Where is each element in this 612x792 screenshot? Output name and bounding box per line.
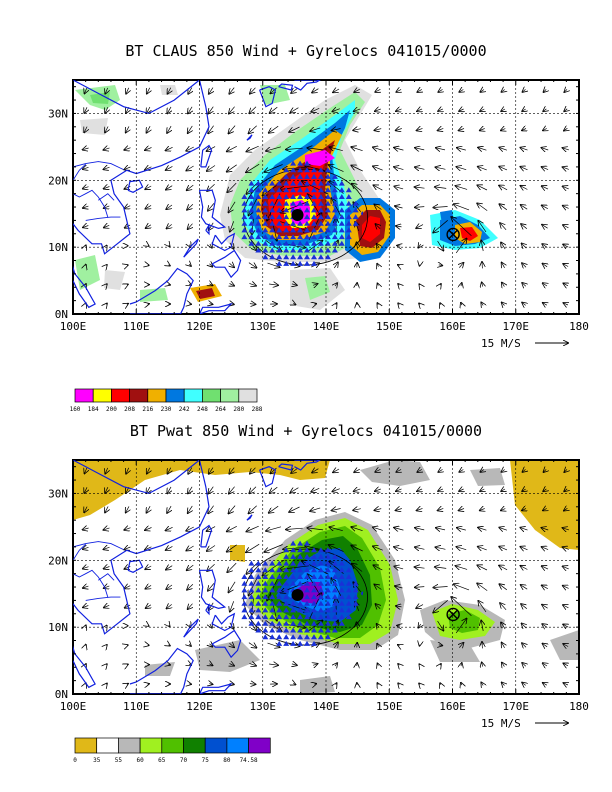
ref-vector-label: 15 M/S xyxy=(481,337,521,350)
colorbar-label: 264 xyxy=(215,406,226,413)
lat-label: 20N xyxy=(48,174,68,187)
colorbar-label: 208 xyxy=(124,406,135,413)
colorbar-label: 248 xyxy=(197,406,208,413)
gyre-markers xyxy=(241,160,359,646)
colorbar-label: 74.58 xyxy=(240,757,258,764)
colorbar-swatch xyxy=(183,388,203,403)
lon-label: 130E xyxy=(250,320,277,333)
colorbar-label: 60 xyxy=(136,757,144,764)
lon-label: 110E xyxy=(123,320,150,333)
lat-label: 20N xyxy=(48,554,68,567)
colorbar-label: 35 xyxy=(93,757,101,764)
colorbar-label: 184 xyxy=(88,406,99,413)
colorbar-swatch xyxy=(92,388,112,403)
lat-label: 30N xyxy=(48,107,68,120)
colorbar-swatch xyxy=(111,388,130,403)
lat-label: 10N xyxy=(48,241,68,254)
lon-label: 100E xyxy=(60,700,87,713)
colorbar-label: 80 xyxy=(223,757,231,764)
panel2-colorbar: 0 35 55 60 65 70 75 80 74.58 xyxy=(73,737,271,764)
lon-label: 160E xyxy=(439,320,466,333)
lon-label: 120E xyxy=(186,320,213,333)
colorbar-swatch xyxy=(183,737,206,754)
lon-label: 160E xyxy=(439,700,466,713)
lon-label: 150E xyxy=(376,320,403,333)
colorbar-label: 242 xyxy=(179,406,190,413)
colorbar-label: 65 xyxy=(158,757,166,764)
colorbar-swatch xyxy=(147,388,167,403)
colorbar-swatch xyxy=(220,388,240,403)
lon-label: 170E xyxy=(503,320,530,333)
gyre-center-marker xyxy=(446,607,460,622)
colorbar-label: 230 xyxy=(161,406,172,413)
colorbar-swatch xyxy=(204,737,228,754)
gridlines xyxy=(72,80,580,695)
colorbar-swatch xyxy=(129,388,149,403)
colorbar-swatch xyxy=(165,388,185,403)
colorbars: 160 184 200 208 216 230 242 248 264 280 288 0 35 55 60… xyxy=(70,388,271,764)
ref-vector-label: 15 M/S xyxy=(481,717,521,730)
storm-markers xyxy=(291,209,460,622)
lon-label: 120E xyxy=(186,700,213,713)
colorbar-swatch xyxy=(161,737,184,754)
coastlines xyxy=(73,80,364,694)
colorbar-label: 280 xyxy=(233,406,244,413)
colorbar-label: 288 xyxy=(252,406,263,413)
colorbar-label: 70 xyxy=(180,757,188,764)
lon-label: 110E xyxy=(123,700,150,713)
colorbar-label: 75 xyxy=(202,757,210,764)
lon-label: 180 xyxy=(569,700,589,713)
colorbar-label: 216 xyxy=(142,406,153,413)
lat-label: 10N xyxy=(48,621,68,634)
gyre-center-marker xyxy=(446,227,460,242)
colorbar-swatch xyxy=(202,388,221,403)
lon-label: 180 xyxy=(569,320,589,333)
typhoon-center-marker xyxy=(291,209,304,222)
colorbar-label: 160 xyxy=(70,406,81,413)
lon-label: 150E xyxy=(376,700,403,713)
lat-label: 30N xyxy=(48,487,68,500)
lon-label: 140E xyxy=(313,320,340,333)
colorbar-swatch xyxy=(96,737,119,754)
colorbar-label: 0 xyxy=(73,757,77,764)
colorbar-label: 55 xyxy=(115,757,123,764)
colorbar-swatch xyxy=(74,388,94,403)
colorbar-swatch xyxy=(139,737,163,754)
typhoon-center-marker xyxy=(291,589,304,602)
lon-label: 100E xyxy=(60,320,87,333)
colorbar-swatch xyxy=(248,737,271,754)
lon-label: 170E xyxy=(503,700,530,713)
colorbar-label: 200 xyxy=(106,406,117,413)
lon-label: 140E xyxy=(313,700,340,713)
lat-label: 0N xyxy=(55,688,68,701)
colorbar-swatch xyxy=(226,737,249,754)
colorbar-swatch xyxy=(238,388,258,403)
lon-label: 130E xyxy=(250,700,277,713)
panel2-title: BT Pwat 850 Wind + Gyrelocs 041015/0000 xyxy=(129,422,483,440)
colorbar-swatch xyxy=(74,737,98,754)
lat-label: 0N xyxy=(55,308,68,321)
panel1-title: BT CLAUS 850 Wind + Gyrelocs 041015/0000 xyxy=(125,42,487,60)
colorbar-swatch xyxy=(118,737,141,754)
panel1-colorbar: 160 184 200 208 216 230 242 248 264 280 288 xyxy=(70,388,263,413)
